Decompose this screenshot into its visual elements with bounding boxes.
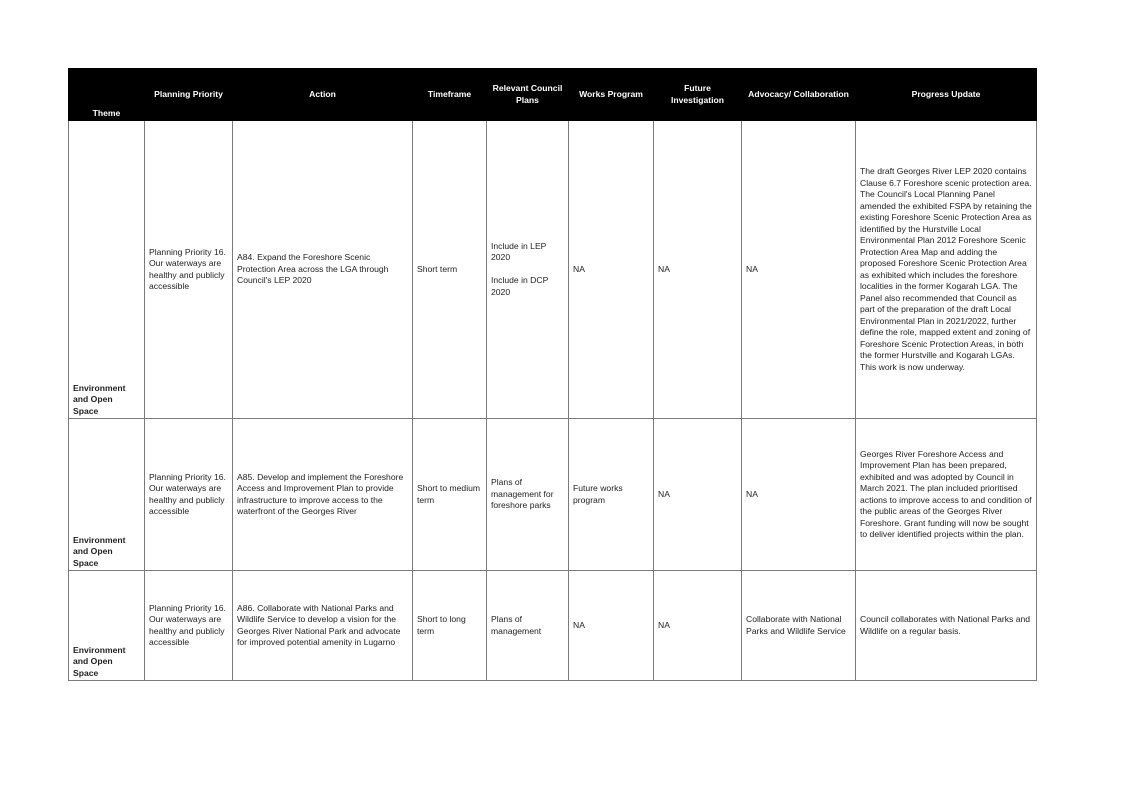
header-planning-priority: Planning Priority	[144, 68, 233, 121]
theme-cell: Environment and Open Space	[68, 570, 145, 681]
table-row: Environment and Open Space Planning Prio…	[68, 120, 1037, 419]
progress-update-cell: Georges River Foreshore Access and Impro…	[855, 418, 1037, 571]
relevant-plans-cell: Plans of management for foreshore parks	[486, 418, 569, 571]
action-plan-table: Theme Planning Priority Action Timeframe…	[68, 68, 1037, 681]
works-program-cell: NA	[568, 570, 654, 681]
table-row: Environment and Open Space Planning Prio…	[68, 418, 1037, 571]
header-works-program: Works Program	[568, 68, 654, 121]
progress-update-cell: The draft Georges River LEP 2020 contain…	[855, 120, 1037, 419]
future-investigation-cell: NA	[653, 418, 742, 571]
future-investigation-cell: NA	[653, 120, 742, 419]
header-progress-update: Progress Update	[855, 68, 1037, 121]
future-investigation-cell: NA	[653, 570, 742, 681]
timeframe-cell: Short to medium term	[412, 418, 487, 571]
planning-priority-cell: Planning Priority 16. Our waterways are …	[144, 120, 233, 419]
theme-cell: Environment and Open Space	[68, 418, 145, 571]
timeframe-cell: Short to long term	[412, 570, 487, 681]
relevant-plans-cell: Include in LEP 2020 Include in DCP 2020	[486, 120, 569, 419]
advocacy-cell: NA	[741, 120, 856, 419]
header-relevant-council-plans: Relevant Council Plans	[486, 68, 569, 121]
header-theme: Theme	[68, 68, 145, 121]
header-timeframe: Timeframe	[412, 68, 487, 121]
works-program-cell: NA	[568, 120, 654, 419]
header-action: Action	[232, 68, 413, 121]
action-cell: A85. Develop and implement the Foreshore…	[232, 418, 413, 571]
header-advocacy-collaboration: Advocacy/ Collaboration	[741, 68, 856, 121]
progress-update-cell: Council collaborates with National Parks…	[855, 570, 1037, 681]
header-future-investigation: Future Investigation	[653, 68, 742, 121]
works-program-cell: Future works program	[568, 418, 654, 571]
table-row: Environment and Open Space Planning Prio…	[68, 570, 1037, 681]
planning-priority-cell: Planning Priority 16. Our waterways are …	[144, 570, 233, 681]
advocacy-cell: NA	[741, 418, 856, 571]
planning-priority-cell: Planning Priority 16. Our waterways are …	[144, 418, 233, 571]
table-header-row: Theme Planning Priority Action Timeframe…	[68, 68, 1037, 121]
theme-cell: Environment and Open Space	[68, 120, 145, 419]
timeframe-cell: Short term	[412, 120, 487, 419]
relevant-plans-cell: Plans of management	[486, 570, 569, 681]
action-cell: A84. Expand the Foreshore Scenic Protect…	[232, 120, 413, 419]
action-cell: A86. Collaborate with National Parks and…	[232, 570, 413, 681]
advocacy-cell: Collaborate with National Parks and Wild…	[741, 570, 856, 681]
